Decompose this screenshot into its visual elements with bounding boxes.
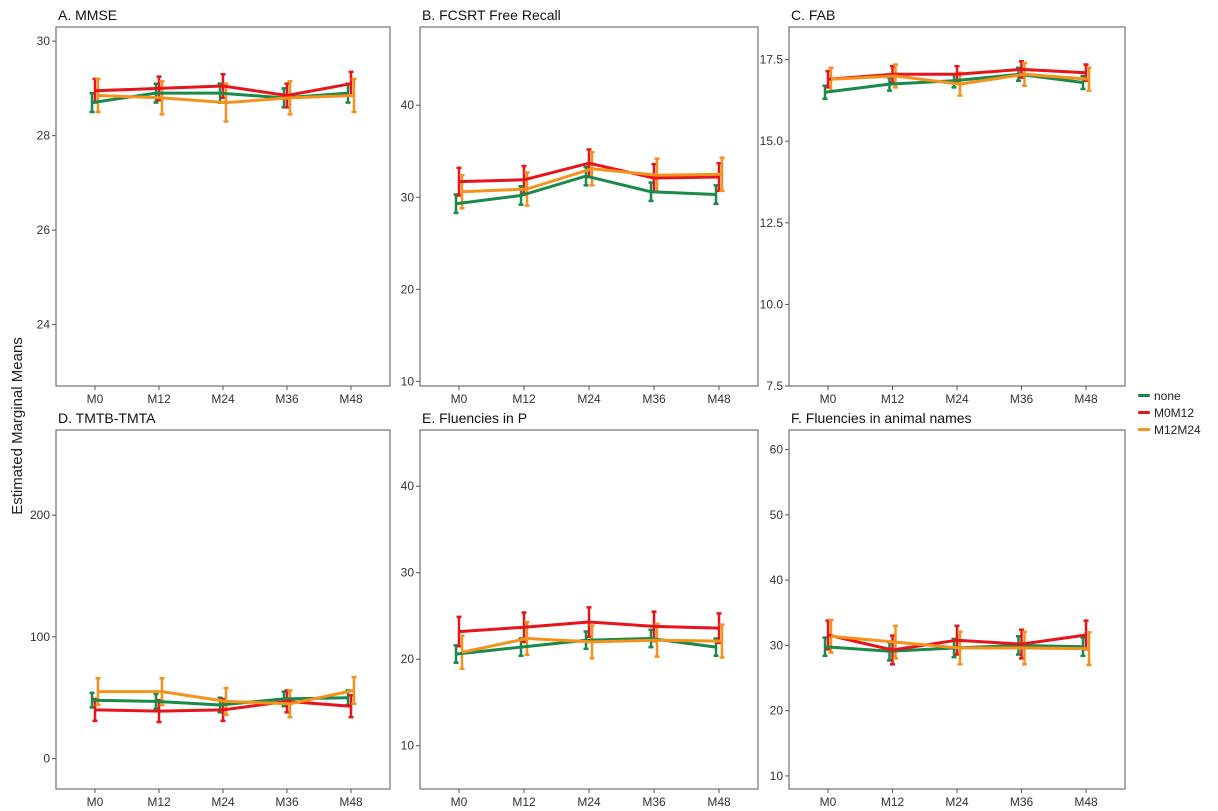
y-tick-label: 15.0 [760,134,784,148]
legend-swatch-m0m12 [1138,411,1150,414]
y-tick-label: 10 [401,739,415,753]
x-tick-label: M12 [512,795,536,809]
y-tick-label: 26 [37,223,51,237]
legend-label-none: none [1154,388,1181,403]
legend-label-m12m24: M12M24 [1154,422,1201,437]
series-line-m12m24 [830,72,1090,86]
x-tick-label: M48 [1074,392,1098,406]
x-tick-label: M36 [642,795,666,809]
panel-title: E. Fluencies in P [422,410,527,426]
legend-swatch-m12m24 [1138,428,1150,431]
y-tick-label: 40 [401,98,415,112]
legend-item-none: none [1138,387,1201,404]
y-tick-label: 30 [770,638,784,652]
y-tick-label: 200 [30,508,50,522]
x-tick-label: M36 [275,392,299,406]
x-tick-label: M0 [820,795,837,809]
series-line-m0m12 [827,633,1087,652]
legend-label-m0m12: M0M12 [1154,405,1195,420]
y-tick-label: 7.5 [766,379,783,393]
x-tick-label: M0 [87,392,104,406]
series-line-m12m24 [98,688,355,706]
panel-1: A. MMSE 24 26 28 30 M0 M12 M24 M36 M48 [37,7,391,406]
series-line-m0m12 [458,161,720,184]
x-tick-label: M36 [642,392,666,406]
x-tick-label: M48 [1074,795,1098,809]
y-tick-label: 20 [401,282,415,296]
y-tick-label: 12.5 [760,216,784,230]
y-tick-label: 40 [770,573,784,587]
legend-swatch-none [1138,394,1150,397]
x-tick-label: M24 [945,392,969,406]
y-tick-label: 28 [37,129,51,143]
series-line-none [824,72,1084,94]
panel-3: C. FAB 7.5 10.0 12.5 15.0 17.5 M0 M12 M24 M36 M48 [760,7,1126,406]
panel-title: A. MMSE [58,7,117,23]
series-line-m12m24 [830,634,1090,651]
x-tick-label: M12 [881,795,905,809]
x-tick-label: M48 [707,392,731,406]
y-tick-label: 10.0 [760,297,784,311]
y-axis-label: Estimated Marginal Means [9,337,26,515]
x-tick-label: M36 [1010,795,1034,809]
x-tick-label: M24 [211,392,235,406]
y-tick-label: 0 [43,752,50,766]
y-tick-label: 24 [37,318,51,332]
series-line-m0m12 [458,620,720,634]
x-tick-label: M0 [451,392,468,406]
panel-5: E. Fluencies in P 10 20 30 40 M0 M12 M24 M36 M48 [401,410,759,809]
x-tick-label: M36 [275,795,299,809]
x-tick-label: M0 [451,795,468,809]
y-tick-label: 30 [37,34,51,48]
x-tick-label: M36 [1010,392,1034,406]
legend-item-m12m24: M12M24 [1138,421,1201,438]
y-tick-label: 10 [770,769,784,783]
x-tick-label: M12 [881,392,905,406]
series-line-none [455,174,717,206]
y-tick-label: 17.5 [760,53,784,67]
y-tick-label: 50 [770,508,784,522]
y-tick-label: 20 [770,704,784,718]
panel-title: B. FCSRT Free Recall [422,7,561,23]
x-tick-label: M12 [147,392,171,406]
panel-4: D. TMTB-TMTA 0 100 200 M0 M12 M24 M36 M48 [30,410,391,809]
y-tick-label: 30 [401,190,415,204]
panel-frame [788,26,1126,387]
series-line-none [91,696,349,707]
y-tick-label: 30 [401,566,415,580]
x-tick-label: M24 [211,795,235,809]
panel-6: F. Fluencies in animal names 10 20 30 40 50 60… [770,410,1126,809]
x-tick-label: M0 [820,392,837,406]
y-tick-label: 100 [30,630,50,644]
panel-frame [55,429,391,790]
panel-title: D. TMTB-TMTA [58,410,156,426]
legend: none M0M12 M12M24 [1138,387,1201,438]
series-line-m12m24 [97,94,355,105]
x-tick-label: M24 [945,795,969,809]
series-line-m0m12 [94,82,352,97]
series-line-m12m24 [461,637,723,654]
x-tick-label: M24 [577,392,601,406]
x-tick-label: M48 [339,795,363,809]
panel-title: F. Fluencies in animal names [791,410,972,426]
x-tick-label: M0 [87,795,104,809]
panel-title: C. FAB [791,7,835,23]
x-tick-label: M48 [707,795,731,809]
x-tick-label: M12 [147,795,171,809]
x-tick-label: M24 [577,795,601,809]
panel-2: B. FCSRT Free Recall 10 20 30 40 M0 M12 M24 M36 M… [401,7,759,406]
y-tick-label: 20 [401,652,415,666]
x-tick-label: M48 [339,392,363,406]
panel-frame [788,429,1126,790]
x-tick-label: M12 [512,392,536,406]
y-tick-label: 60 [770,443,784,457]
y-tick-label: 40 [401,479,415,493]
y-tick-label: 10 [401,374,415,388]
panel-frame [419,26,759,387]
series-line-m12m24 [461,167,723,194]
series-line-m0m12 [94,699,352,713]
legend-item-m0m12: M0M12 [1138,404,1201,421]
